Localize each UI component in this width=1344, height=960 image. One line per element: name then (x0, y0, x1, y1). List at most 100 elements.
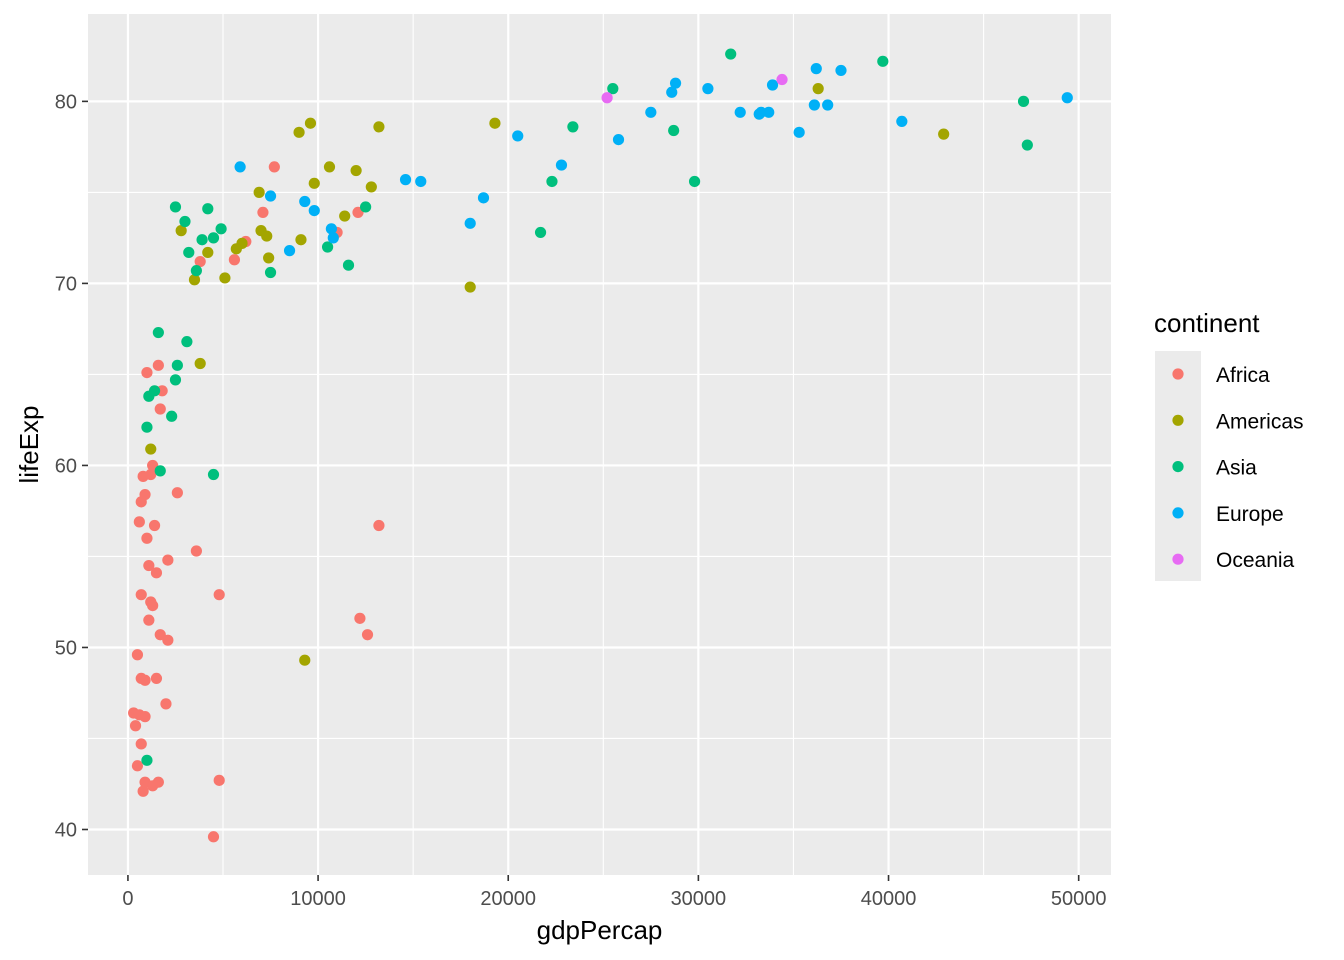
data-point-oceania (601, 92, 613, 104)
data-point-americas (145, 443, 157, 455)
data-point-americas (350, 164, 362, 177)
data-point-europe (415, 175, 427, 188)
data-point-africa (150, 672, 163, 685)
data-point-africa (150, 567, 163, 579)
major-gridlines (88, 14, 1111, 875)
data-point-asia (725, 48, 737, 60)
data-point-africa (373, 519, 385, 532)
data-point-africa (148, 519, 161, 532)
data-point-europe (1061, 92, 1073, 104)
data-point-americas (938, 128, 950, 140)
data-point-europe (645, 106, 657, 118)
data-point-europe (477, 192, 490, 204)
data-point-asia (152, 326, 164, 339)
data-point-asia (169, 201, 182, 213)
y-tick-label: 80 (55, 91, 77, 113)
data-point-asia (169, 374, 182, 386)
legend-key-oceania (1172, 553, 1184, 565)
data-point-africa (143, 559, 155, 572)
data-point-asia (215, 223, 227, 235)
data-point-africa (133, 516, 145, 528)
data-point-europe (264, 190, 277, 202)
data-point-americas (295, 234, 307, 246)
data-point-americas (373, 121, 385, 133)
data-point-asia (207, 468, 220, 481)
data-point-europe (283, 245, 296, 257)
data-point-asia (141, 754, 153, 766)
data-point-asia (190, 265, 202, 277)
legend-key-europe (1172, 507, 1184, 519)
y-tick-label: 50 (55, 637, 77, 659)
data-point-europe (702, 83, 714, 95)
legend-key-asia (1172, 461, 1184, 473)
data-point-americas (188, 274, 201, 286)
y-tick-label: 60 (55, 455, 77, 477)
data-point-africa (257, 206, 269, 219)
data-point-americas (365, 181, 377, 193)
data-point-europe (793, 126, 805, 138)
data-point-asia (668, 124, 680, 137)
data-point-africa (131, 760, 144, 772)
panel-background (88, 14, 1111, 875)
y-axis-ticks: 40 50 60 70 80 (55, 91, 88, 841)
x-tick-label: 20000 (480, 888, 536, 910)
data-point-europe (234, 161, 246, 173)
legend-label-africa: Africa (1216, 364, 1270, 387)
data-point-europe (766, 79, 779, 91)
data-point-africa (147, 780, 159, 792)
data-point-europe (327, 232, 339, 244)
data-point-europe (325, 223, 337, 235)
data-point-europe (555, 159, 568, 171)
data-point-asia (202, 203, 214, 215)
data-point-africa (228, 254, 241, 266)
data-point-asia (207, 232, 220, 244)
legend-label-europe: Europe (1216, 503, 1284, 526)
data-point-africa (135, 589, 147, 601)
x-tick-label: 30000 (671, 888, 727, 910)
data-point-americas (299, 654, 311, 666)
data-point-europe (896, 115, 908, 127)
data-point-africa (162, 554, 174, 566)
legend-entries: Africa Americas Asia Europe Oceania (1172, 364, 1304, 572)
data-point-asia (154, 465, 166, 477)
data-point-americas (323, 161, 336, 173)
x-axis-title: gdpPercap (537, 915, 663, 945)
data-point-americas (261, 230, 273, 242)
x-axis-ticks: 0 10000 20000 30000 40000 50000 (122, 875, 1106, 910)
data-point-asia (321, 241, 334, 253)
data-point-asia (607, 83, 619, 95)
data-point-asia (546, 175, 558, 188)
data-point-asia (360, 201, 372, 213)
data-point-americas (339, 210, 351, 222)
data-point-asia (1021, 139, 1033, 151)
data-points (128, 48, 1073, 843)
data-point-africa (213, 774, 225, 786)
data-point-americas (263, 252, 275, 264)
data-point-europe (464, 217, 476, 229)
data-point-asia (141, 421, 153, 433)
data-point-asia (264, 266, 277, 279)
data-point-africa (143, 614, 155, 626)
data-point-asia (143, 390, 155, 402)
data-point-europe (512, 130, 524, 142)
y-axis-title: lifeExp (14, 405, 44, 483)
data-point-americas (230, 243, 242, 255)
data-point-africa (190, 545, 202, 557)
data-point-europe (763, 106, 775, 118)
data-point-europe (822, 99, 834, 111)
data-point-africa (139, 711, 151, 723)
data-point-asia (181, 336, 193, 348)
y-tick-label: 70 (55, 273, 77, 295)
data-point-asia (166, 410, 178, 422)
data-point-europe (810, 63, 822, 75)
data-point-americas (175, 225, 187, 237)
data-point-asia (688, 175, 701, 188)
data-point-asia (567, 121, 579, 133)
legend: continent Africa Americas Asia Europe Oceani… (1154, 308, 1304, 581)
x-tick-label: 50000 (1051, 888, 1107, 910)
x-tick-label: 0 (122, 888, 133, 910)
data-point-asia (1017, 95, 1030, 107)
data-point-europe (612, 134, 625, 146)
data-point-europe (666, 86, 678, 98)
